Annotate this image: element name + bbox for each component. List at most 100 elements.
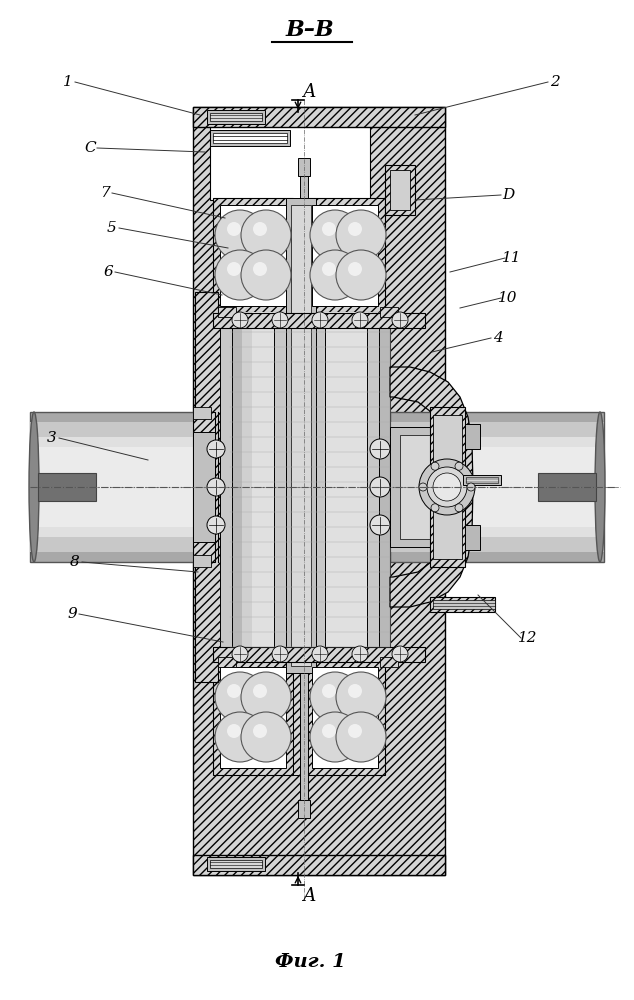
Text: 8: 8 [70, 555, 80, 569]
Circle shape [232, 312, 248, 328]
Bar [220, 313, 232, 660]
Polygon shape [30, 412, 218, 562]
Bar [193, 855, 445, 875]
Bar [193, 555, 211, 567]
Bar [210, 122, 370, 200]
Bar [210, 860, 262, 868]
Bar [538, 473, 596, 501]
Bar [300, 170, 308, 313]
Bar [293, 198, 307, 313]
Circle shape [352, 312, 368, 328]
Circle shape [336, 712, 386, 762]
Bar [210, 130, 290, 146]
Circle shape [215, 712, 265, 762]
Text: 6: 6 [103, 265, 113, 279]
Polygon shape [252, 312, 368, 662]
Polygon shape [390, 437, 604, 537]
Circle shape [348, 684, 362, 698]
Circle shape [427, 467, 467, 507]
Circle shape [253, 222, 267, 236]
Bar [385, 165, 415, 215]
Bar [218, 307, 236, 317]
Circle shape [392, 646, 408, 662]
Circle shape [253, 684, 267, 698]
Bar [213, 647, 425, 662]
Circle shape [348, 262, 362, 276]
Circle shape [431, 504, 439, 512]
Bar [291, 205, 311, 666]
Circle shape [227, 724, 241, 738]
Polygon shape [30, 422, 218, 552]
Circle shape [431, 462, 439, 470]
Bar [193, 412, 215, 562]
Text: А: А [302, 887, 316, 905]
Bar [430, 407, 465, 567]
Bar [213, 133, 287, 143]
Circle shape [227, 262, 241, 276]
Circle shape [322, 222, 336, 236]
Circle shape [322, 684, 336, 698]
Circle shape [336, 250, 386, 300]
Text: 10: 10 [498, 291, 518, 305]
Bar [305, 660, 385, 775]
Circle shape [272, 646, 288, 662]
Bar [207, 857, 265, 871]
Bar [430, 597, 495, 612]
Bar [274, 313, 286, 660]
Ellipse shape [595, 412, 605, 562]
Circle shape [207, 478, 225, 496]
Bar [298, 158, 310, 176]
Circle shape [207, 516, 225, 534]
Circle shape [310, 250, 360, 300]
Bar [38, 473, 96, 501]
Circle shape [312, 646, 328, 662]
Circle shape [352, 646, 368, 662]
Polygon shape [390, 447, 604, 527]
Bar [213, 660, 293, 775]
Circle shape [433, 473, 461, 501]
Circle shape [227, 684, 241, 698]
Circle shape [322, 262, 336, 276]
Text: C: C [84, 141, 96, 155]
Bar [463, 475, 501, 485]
Circle shape [253, 262, 267, 276]
Text: 9: 9 [67, 607, 77, 621]
Circle shape [392, 312, 408, 328]
Ellipse shape [29, 412, 39, 562]
Circle shape [455, 504, 463, 512]
Bar [300, 660, 308, 803]
Circle shape [207, 440, 225, 458]
Bar [220, 667, 286, 768]
Circle shape [310, 672, 360, 722]
Circle shape [232, 646, 248, 662]
Circle shape [419, 459, 475, 515]
Text: А: А [302, 83, 316, 101]
Bar [312, 667, 378, 768]
Polygon shape [30, 437, 218, 537]
Text: 1: 1 [63, 75, 73, 89]
Text: 3: 3 [47, 431, 57, 445]
Polygon shape [195, 292, 230, 682]
Circle shape [272, 312, 288, 328]
Bar [465, 424, 480, 449]
Circle shape [310, 210, 360, 260]
Bar [367, 313, 379, 660]
Bar [213, 198, 293, 313]
Bar [390, 427, 452, 547]
Circle shape [322, 724, 336, 738]
Text: 4: 4 [493, 331, 503, 345]
Bar [400, 435, 442, 539]
Bar [305, 198, 385, 313]
Text: 5: 5 [107, 221, 117, 235]
Bar [380, 657, 398, 667]
Circle shape [336, 210, 386, 260]
Polygon shape [390, 367, 473, 607]
Bar [293, 660, 307, 775]
Circle shape [370, 515, 390, 535]
Bar [207, 110, 265, 124]
Circle shape [241, 210, 291, 260]
Circle shape [215, 672, 265, 722]
Bar [298, 800, 310, 818]
Bar [218, 657, 236, 667]
Text: 7: 7 [100, 186, 110, 200]
